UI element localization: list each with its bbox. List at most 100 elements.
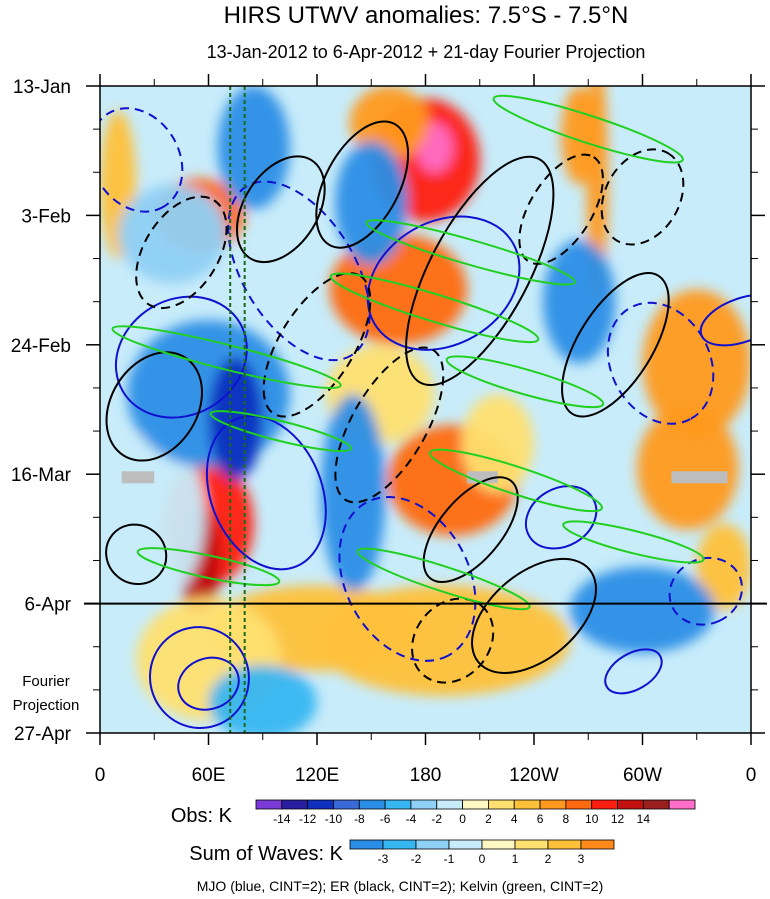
kelvin-contour-7 <box>356 547 531 611</box>
mjo-contour-11 <box>100 107 184 213</box>
waves-colorbar-level-0: -3 <box>378 852 389 866</box>
x-tick-label-1: 60E <box>192 765 226 786</box>
obs-colorbar-swatch-12 <box>565 799 593 810</box>
waves-colorbar-swatch-3 <box>448 839 483 850</box>
obs-colorbar-level-7: 0 <box>459 812 466 826</box>
er-contour-7 <box>105 523 168 586</box>
obs-colorbar-level-8: 2 <box>485 812 492 826</box>
obs-colorbar-swatch-2 <box>307 799 334 810</box>
waves-colorbar-swatch-2 <box>415 839 450 850</box>
waves-colorbar-level-5: 2 <box>545 852 552 866</box>
mjo-contour-8 <box>227 180 371 362</box>
anomaly-blob-17 <box>461 394 534 493</box>
kelvin-contours <box>111 94 705 611</box>
anomaly-blob-11 <box>642 289 751 438</box>
anomaly-blob-24 <box>320 394 386 592</box>
obs-colorbar-level-11: 8 <box>563 812 570 826</box>
waves-colorbar-swatch-5 <box>514 839 549 850</box>
kelvin-contour-1 <box>365 219 577 286</box>
er-contour-13 <box>411 597 495 684</box>
y-tick-label-2: 24-Feb <box>11 336 71 357</box>
anomaly-blob-21 <box>127 320 290 469</box>
obs-colorbar-level-1: -12 <box>299 812 317 826</box>
anomaly-blob-27 <box>570 566 715 653</box>
obs-colorbar-swatch-0 <box>255 799 283 810</box>
anomaly-blob-13 <box>118 184 227 284</box>
obs-colorbar-level-14: 14 <box>637 812 651 826</box>
chart-title: HIRS UTWV anomalies: 7.5°S - 7.5°N <box>224 2 629 29</box>
er-contour-2 <box>561 272 670 418</box>
er-contour-5 <box>471 557 597 674</box>
kelvin-contour-4 <box>445 355 605 409</box>
waves-colorbar-swatch-4 <box>481 839 516 850</box>
waves-colorbar-level-6: 3 <box>578 852 585 866</box>
obs-colorbar-swatch-9 <box>488 799 515 810</box>
er-contour-0 <box>405 155 555 386</box>
waves-colorbar-level-3: 0 <box>479 852 486 866</box>
waves-colorbar-swatch-7 <box>580 839 615 850</box>
kelvin-contour-9 <box>209 410 353 453</box>
waves-colorbar-swatch-1 <box>382 839 417 850</box>
obs-colorbar-swatch-4 <box>358 799 386 810</box>
y-tick-label-0: 13-Jan <box>13 77 71 98</box>
obs-colorbar-level-10: 6 <box>537 812 544 826</box>
obs-colorbar-swatch-14 <box>617 799 644 810</box>
obs-colorbar-swatch-7 <box>436 799 463 810</box>
mjo-contour-0 <box>366 215 521 351</box>
x-tick-label-0: 0 <box>95 765 106 786</box>
mjo-contour-5 <box>604 648 663 695</box>
er-contour-1 <box>315 120 410 249</box>
mjo-contour-4 <box>177 656 240 711</box>
projection-label-1: Fourier <box>22 673 70 690</box>
obs-colorbar: -14 -12 -10 -8 -6 -4 -2 0 2 4 6 8 10 12 14 <box>255 799 696 826</box>
x-tick-label-3: 180 <box>410 765 442 786</box>
x-tick-label-2: 120E <box>295 765 339 786</box>
y-tick-label-5: 27-Apr <box>14 724 72 745</box>
anomaly-blob-28 <box>208 665 317 733</box>
er-contour-4 <box>235 155 326 264</box>
x-tick-label-5: 60W <box>623 765 662 786</box>
chart-subtitle: 13-Jan-2012 to 6-Apr-2012 + 21-day Fouri… <box>207 42 646 62</box>
obs-colorbar-swatch-15 <box>642 799 670 810</box>
kelvin-contour-5 <box>428 448 604 513</box>
projection-label-2: Projection <box>13 697 80 714</box>
mjo-contour-3 <box>149 626 250 730</box>
mjo-contour-10 <box>338 496 477 662</box>
missing-segment-0 <box>121 471 155 484</box>
anomaly-blob-25 <box>217 86 290 210</box>
obs-colorbar-level-3: -8 <box>354 812 365 826</box>
x-tick-label-4: 120W <box>509 765 559 786</box>
obs-colorbar-swatch-11 <box>539 799 567 810</box>
missing-segment-2 <box>671 471 728 484</box>
contour-footnote: MJO (blue, CINT=2); ER (black, CINT=2); … <box>197 878 604 894</box>
anomaly-blob-23 <box>335 141 408 265</box>
kelvin-contour-0 <box>492 94 684 164</box>
y-axis: 13-Jan 3-Feb 24-Feb 16-Mar 6-Apr 27-Apr <box>11 77 765 745</box>
x-axis: 0 60E 120E 180 120W 60W 0 <box>95 74 757 786</box>
obs-colorbar-level-6: -2 <box>431 812 442 826</box>
obs-colorbar-swatch-10 <box>513 799 541 810</box>
reference-lines <box>229 86 246 733</box>
kelvin-contour-8 <box>562 520 705 564</box>
anomaly-blob-19 <box>317 585 571 697</box>
obs-colorbar-swatch-6 <box>410 799 438 810</box>
y-tick-label-4: 6-Apr <box>25 595 72 616</box>
obs-colorbar-swatch-13 <box>591 799 618 810</box>
anomaly-blob-12 <box>637 406 739 530</box>
mjo-contours <box>100 107 751 730</box>
er-contour-6 <box>422 476 519 584</box>
kelvin-contour-2 <box>329 272 540 344</box>
mjo-contour-2 <box>205 415 327 571</box>
obs-colorbar-level-12: 10 <box>585 812 599 826</box>
obs-colorbar-swatch-16 <box>668 799 696 810</box>
plot-area <box>100 86 751 733</box>
obs-colorbar-swatch-8 <box>462 799 489 810</box>
anomaly-blob-16 <box>696 523 751 610</box>
obs-colorbar-level-0: -14 <box>273 812 291 826</box>
obs-colorbar-label: Obs: K <box>171 805 233 827</box>
kelvin-contour-6 <box>136 547 281 587</box>
y-tick-label-3: 16-Mar <box>11 465 72 486</box>
er-contour-9 <box>334 346 445 504</box>
x-tick-label-6: 0 <box>746 765 757 786</box>
waves-colorbar-label: Sum of Waves: K <box>189 843 343 865</box>
